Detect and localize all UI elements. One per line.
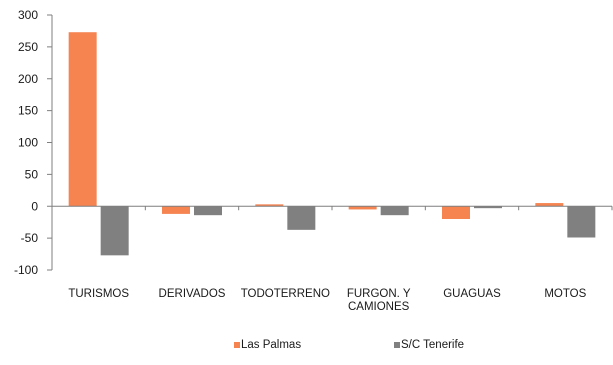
- bar-las-palmas-todoterreno: [255, 204, 284, 207]
- legend: Las Palmas S/C Tenerife: [234, 339, 464, 351]
- bar-s-c-tenerife-motos: [567, 206, 596, 238]
- bar-s-c-tenerife-guaguas: [474, 206, 502, 209]
- bar-s-c-tenerife-todoterreno: [287, 206, 316, 230]
- x-category-label-line: CAMIONES: [348, 301, 410, 313]
- bars: [68, 32, 596, 256]
- y-tick-label: 50: [25, 167, 39, 181]
- y-tick-label: 300: [18, 8, 38, 22]
- x-category-label-line: MOTOS: [544, 288, 586, 300]
- x-category-label-line: GUAGUAS: [443, 288, 501, 300]
- bar-las-palmas-turismos: [68, 32, 97, 207]
- bar-s-c-tenerife-furgon-y-camiones: [380, 206, 409, 216]
- x-category-label-line: FURGON. Y: [347, 288, 411, 300]
- y-tick-label: 250: [18, 40, 38, 54]
- bar-s-c-tenerife-turismos: [100, 206, 129, 256]
- x-category-label: GUAGUAS: [443, 288, 501, 300]
- bar-las-palmas-guaguas: [442, 206, 470, 219]
- y-tick-label: -50: [21, 231, 39, 245]
- y-tick-label: 0: [31, 199, 38, 213]
- x-axis: TURISMOS DERIVADOS TODOTERRENO FURGON. Y CAM…: [51, 205, 613, 313]
- legend-swatch: [394, 342, 400, 348]
- bar-las-palmas-derivados: [162, 206, 190, 214]
- bar-las-palmas-motos: [535, 203, 564, 207]
- bar-las-palmas-furgon-y-camiones: [348, 206, 377, 210]
- x-category-label-line: DERIVADOS: [159, 288, 226, 300]
- x-category-label-line: TURISMOS: [68, 288, 129, 300]
- x-category-label: TURISMOS: [68, 288, 129, 300]
- y-axis: 300 250 200 150 100 50 0 -50 -100: [14, 8, 53, 277]
- bar-s-c-tenerife-derivados: [194, 206, 222, 216]
- y-tick-label: 100: [18, 136, 38, 150]
- x-category-label: TODOTERRENO: [241, 288, 330, 300]
- legend-swatch: [234, 342, 240, 348]
- x-category-label: FURGON. Y CAMIONES: [347, 288, 411, 313]
- x-category-label-line: TODOTERRENO: [241, 288, 330, 300]
- x-category-label: MOTOS: [544, 288, 586, 300]
- legend-label: S/C Tenerife: [401, 339, 464, 351]
- y-tick-label: 200: [18, 72, 38, 86]
- x-category-label: DERIVADOS: [159, 288, 226, 300]
- legend-label: Las Palmas: [241, 339, 301, 351]
- y-tick-label: 150: [18, 104, 38, 118]
- y-tick-label: -100: [14, 263, 38, 277]
